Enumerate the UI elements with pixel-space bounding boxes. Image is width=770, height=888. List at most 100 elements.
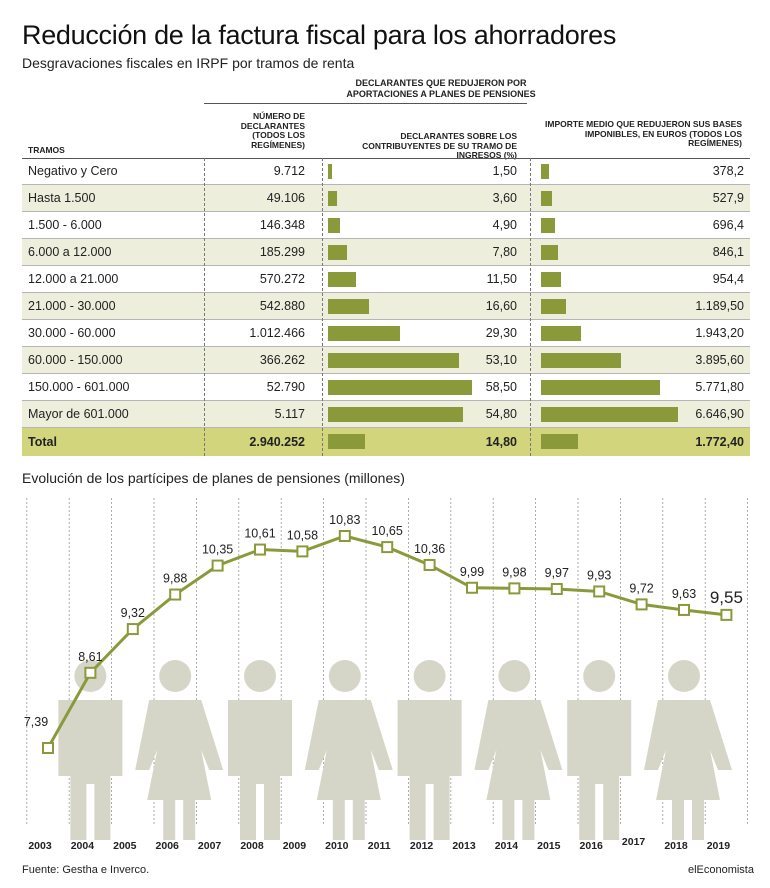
woman-figure-head: [668, 660, 700, 692]
pct-bar: [328, 218, 341, 233]
pct-bar: [328, 191, 337, 206]
tramo-label: 12.000 a 21.000: [28, 272, 119, 286]
importe-bar: [541, 299, 566, 314]
woman-figure-head: [159, 660, 192, 692]
x-tick-label: 2014: [495, 840, 519, 852]
data-point: [126, 623, 139, 636]
pct-bar: [328, 164, 332, 179]
pct-value: 53,10: [485, 353, 517, 367]
table-row: Negativo y Cero 9.712 1,50 378,2: [22, 158, 750, 185]
brand-credit: elEconomista: [687, 864, 754, 876]
column-separator: [204, 158, 205, 456]
data-label: 10,58: [287, 528, 318, 542]
man-figure-head: [583, 660, 616, 692]
x-tick-label: 2004: [71, 840, 95, 852]
numero-value: 5.117: [274, 407, 305, 421]
pct-bar: [328, 245, 348, 260]
chart-title: Evolución de los partícipes de planes de…: [22, 470, 405, 486]
header-tramos: TRAMOS: [28, 145, 65, 155]
data-label: 9,72: [629, 581, 653, 595]
data-point: [381, 541, 394, 554]
x-tick-label: 2012: [410, 840, 434, 852]
data-label: 9,55: [710, 588, 743, 607]
importe-bar: [541, 407, 678, 422]
x-tick-label: 2006: [156, 840, 180, 852]
importe-bar: [541, 245, 559, 260]
man-figure-body: [397, 700, 462, 840]
numero-value: 1.012.466: [249, 326, 305, 340]
table-row: Hasta 1.500 49.106 3,60 527,9: [22, 185, 750, 212]
man-figure-body: [567, 700, 632, 840]
importe-value: 1.943,20: [695, 326, 744, 340]
data-point: [296, 545, 309, 558]
data-label: 7,39: [24, 715, 48, 729]
data-label: 9,63: [672, 587, 696, 601]
x-tick-label: 2019: [707, 840, 731, 852]
pct-value: 4,90: [492, 218, 517, 232]
x-tick-label: 2003: [28, 840, 52, 852]
x-tick-label: 2015: [537, 840, 561, 852]
data-point: [211, 559, 224, 572]
data-point: [254, 543, 266, 556]
data-label: 9,98: [502, 565, 526, 579]
numero-value: 52.790: [266, 380, 305, 394]
pct-bar: [328, 299, 369, 314]
data-label: 10,83: [329, 513, 360, 527]
pct-bar: [328, 272, 357, 287]
tramo-label: Mayor de 601.000: [28, 407, 129, 421]
numero-value: 9.712: [273, 164, 305, 178]
x-tick-label: 2011: [368, 840, 391, 852]
data-point: [466, 581, 478, 594]
tramo-label: 21.000 - 30.000: [28, 299, 116, 313]
data-point: [423, 558, 436, 571]
woman-figure-head: [328, 660, 361, 692]
data-point: [720, 608, 733, 621]
data-point: [593, 585, 606, 598]
data-label: 9,88: [163, 572, 187, 586]
numero-value: 542.880: [259, 299, 305, 313]
numero-value: 49.106: [266, 191, 305, 205]
pct-bar: [328, 380, 473, 395]
table-row: 1.500 - 6.000 146.348 4,90 696,4: [22, 212, 750, 239]
data-point: [508, 582, 521, 595]
importe-bar: [541, 434, 578, 449]
importe-value: 6.646,90: [695, 407, 744, 421]
tramo-label: Negativo y Cero: [28, 164, 118, 178]
importe-value: 1.189,50: [695, 299, 744, 313]
woman-figure-body: [135, 700, 224, 840]
table-row: 12.000 a 21.000 570.272 11,50 954,4: [22, 266, 750, 293]
source-note: Fuente: Gestha e Inverco.: [22, 864, 150, 876]
table-row: 150.000 - 601.000 52.790 58,50 5.771,80: [22, 374, 750, 401]
data-point: [84, 666, 97, 679]
pct-bar: [328, 326, 401, 341]
importe-value: 527,9: [712, 191, 744, 205]
data-label: 10,61: [244, 527, 275, 541]
data-label: 8,61: [78, 650, 102, 664]
importe-value: 1.772,40: [695, 435, 744, 449]
woman-figure-body: [474, 700, 563, 840]
table-row: Mayor de 601.000 5.117 54,80 6.646,90: [22, 401, 750, 428]
data-label: 9,99: [460, 565, 484, 579]
pct-bar: [328, 407, 464, 422]
group-header: DECLARANTES QUE REDUJERON POR APORTACION…: [346, 78, 536, 99]
tramo-label: 60.000 - 150.000: [28, 353, 123, 367]
table-row: 30.000 - 60.000 1.012.466 29,30 1.943,20: [22, 320, 750, 347]
importe-value: 5.771,80: [695, 380, 744, 394]
pct-value: 58,50: [485, 380, 517, 394]
header-rule: [22, 158, 750, 159]
tramo-label: 150.000 - 601.000: [28, 380, 130, 394]
importe-value: 696,4: [712, 218, 744, 232]
importe-value: 3.895,60: [695, 353, 744, 367]
x-tick-label: 2016: [580, 840, 604, 852]
importe-bar: [541, 326, 582, 341]
importe-bar: [541, 164, 549, 179]
importe-bar: [541, 353, 622, 368]
table-row: 6.000 a 12.000 185.299 7,80 846,1: [22, 239, 750, 266]
data-label: 9,32: [121, 606, 145, 620]
man-figure-head: [244, 660, 276, 692]
data-label: 10,36: [414, 542, 445, 556]
importe-bar: [541, 380, 660, 395]
table-row: 60.000 - 150.000 366.262 53,10 3.895,60: [22, 347, 750, 374]
tramo-label: 30.000 - 60.000: [28, 326, 116, 340]
pct-bar: [328, 353, 459, 368]
